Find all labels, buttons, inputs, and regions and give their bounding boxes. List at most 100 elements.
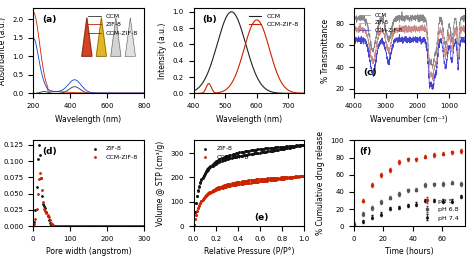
CCM-ZIF-8 <box>301 174 308 178</box>
CCM-ZIF-8 <box>85 224 92 228</box>
ZIF-8 <box>254 151 261 155</box>
ZIF-8 <box>127 224 135 228</box>
Point <box>259 147 267 151</box>
Point <box>229 181 237 185</box>
Point <box>275 176 283 180</box>
Point <box>286 175 293 179</box>
CCM-ZIF-8 <box>301 92 307 95</box>
ZIF-8 <box>34 157 41 161</box>
Point <box>238 150 246 154</box>
Point <box>261 177 269 181</box>
ZIF-8 <box>277 147 284 151</box>
ZIF-8 <box>50 224 58 228</box>
Point <box>273 145 281 149</box>
Point <box>238 179 246 183</box>
Point <box>285 175 292 179</box>
Point <box>198 177 205 181</box>
CCM-ZIF-8 <box>30 36 36 39</box>
Point <box>251 178 259 182</box>
Point <box>278 175 286 179</box>
Point <box>239 179 246 183</box>
CCM-ZIF-8 <box>259 179 267 183</box>
ZIF-8 <box>206 166 213 170</box>
CCM-ZIF-8 <box>78 224 86 228</box>
Point <box>245 178 252 182</box>
Point <box>287 175 294 179</box>
CCM-ZIF-8 <box>222 185 230 189</box>
Point <box>222 154 230 159</box>
Point <box>232 180 240 185</box>
Point <box>301 142 308 146</box>
ZIF-8 <box>76 224 83 228</box>
CCM-ZIF-8 <box>91 224 99 228</box>
CCM-ZIF-8 <box>73 224 80 228</box>
ZIF-8 <box>103 224 110 228</box>
ZIF-8 <box>386 50 392 53</box>
Point <box>273 176 281 180</box>
X-axis label: Wavenumber (cm⁻¹): Wavenumber (cm⁻¹) <box>370 115 448 124</box>
CCM-ZIF-8 <box>375 43 381 46</box>
Point <box>233 180 241 184</box>
CCM-ZIF-8 <box>129 224 137 228</box>
Point <box>236 150 243 154</box>
CCM <box>81 90 86 93</box>
ZIF-8 <box>141 91 146 95</box>
Point <box>276 145 283 149</box>
ZIF-8 <box>98 224 106 228</box>
CCM-ZIF-8 <box>106 224 114 228</box>
Point <box>218 184 225 188</box>
ZIF-8 <box>298 143 306 147</box>
CCM-ZIF-8 <box>47 221 55 225</box>
CCM-ZIF-8 <box>100 224 108 228</box>
CCM-ZIF-8 <box>91 224 98 228</box>
CCM-ZIF-8 <box>40 206 48 210</box>
CCM <box>413 19 419 22</box>
Point <box>217 185 224 189</box>
CCM-ZIF-8 <box>248 180 255 185</box>
Point <box>298 174 306 178</box>
Point <box>208 189 215 193</box>
CCM-ZIF-8 <box>54 224 62 228</box>
Point <box>204 191 212 195</box>
ZIF-8 <box>86 224 93 228</box>
ZIF-8 <box>223 157 231 161</box>
ZIF-8 <box>228 156 236 160</box>
Point <box>270 145 278 150</box>
ZIF-8 <box>204 168 212 172</box>
CCM-ZIF-8 <box>296 174 303 178</box>
CCM-ZIF-8 <box>69 224 77 228</box>
ZIF-8 <box>213 161 221 165</box>
CCM-ZIF-8 <box>214 187 222 191</box>
CCM-ZIF-8 <box>462 35 467 39</box>
ZIF-8 <box>38 194 46 198</box>
ZIF-8 <box>222 157 230 161</box>
CCM-ZIF-8 <box>213 187 221 191</box>
ZIF-8 <box>288 145 296 149</box>
ZIF-8 <box>268 149 275 153</box>
Point <box>230 181 237 185</box>
CCM-ZIF-8 <box>99 224 107 228</box>
ZIF-8 <box>36 153 44 157</box>
ZIF-8 <box>244 153 251 157</box>
CCM-ZIF-8 <box>109 224 117 228</box>
ZIF-8 <box>239 153 246 158</box>
ZIF-8 <box>297 143 305 147</box>
CCM-ZIF-8 <box>114 91 119 95</box>
ZIF-8 <box>193 194 201 198</box>
ZIF-8 <box>136 224 144 228</box>
Point <box>271 176 279 180</box>
Legend: pH 5, pH 6.8, pH 7.4: pH 5, pH 6.8, pH 7.4 <box>418 196 461 223</box>
ZIF-8 <box>126 224 134 228</box>
CCM-ZIF-8 <box>59 224 67 228</box>
CCM-ZIF-8 <box>263 179 270 183</box>
Point <box>230 152 237 156</box>
Point <box>212 186 220 190</box>
CCM-ZIF-8 <box>429 88 435 91</box>
ZIF-8 <box>61 224 68 228</box>
CCM-ZIF-8 <box>242 46 247 49</box>
Point <box>264 176 272 180</box>
CCM <box>114 92 119 95</box>
CCM-ZIF-8 <box>128 224 136 228</box>
CCM-ZIF-8 <box>251 180 259 184</box>
CCM-ZIF-8 <box>81 224 88 228</box>
